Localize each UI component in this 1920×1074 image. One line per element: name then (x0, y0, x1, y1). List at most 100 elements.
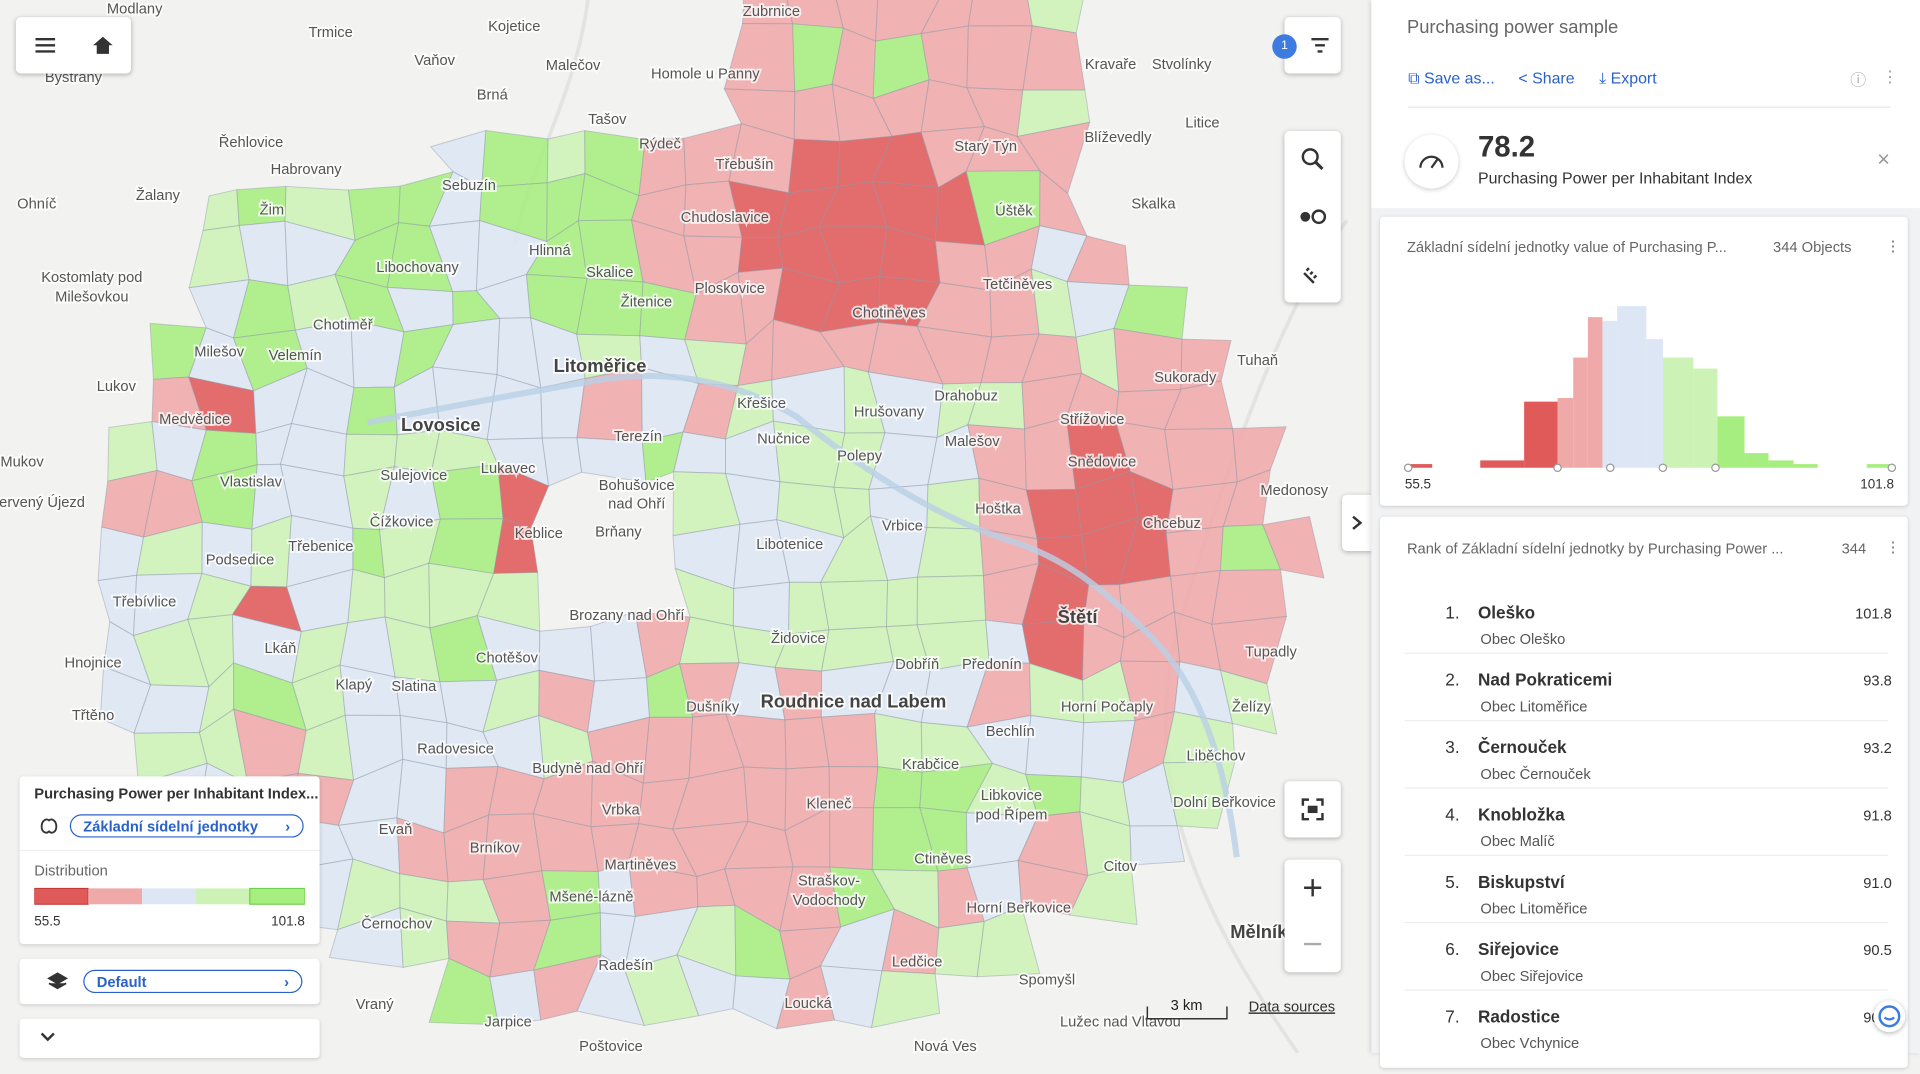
place-label: Židovice (771, 630, 826, 647)
place-label: Bechlín (986, 724, 1035, 740)
legend-swatch (195, 888, 250, 905)
chevron-icon (1352, 515, 1363, 530)
region (967, 0, 1033, 27)
place-label: Tupadly (1245, 645, 1297, 661)
rank-name: Černouček (1477, 737, 1567, 757)
unit-selector[interactable]: Základní sídelní jednotky › (69, 814, 304, 838)
share-label: Share (1532, 68, 1575, 87)
river (366, 372, 1240, 858)
place-label: Citov (1104, 859, 1138, 875)
rank-name: Biskupství (1477, 871, 1565, 892)
place-label: Lkáň (264, 641, 296, 657)
place-label: Velemín (269, 348, 322, 364)
search-button[interactable] (1299, 146, 1326, 173)
place-label: Třebušín (716, 157, 774, 173)
region (966, 25, 1033, 91)
place-label: Kostomlaty pod (41, 270, 142, 286)
place-label: Poštovice (579, 1039, 643, 1053)
place-label: Skalice (586, 265, 633, 281)
rank-subtitle: Obec Vchynice (1480, 1034, 1580, 1052)
chat-button[interactable] (1873, 1000, 1906, 1033)
place-label: Vraný (356, 997, 394, 1013)
place-label: Libochovany (376, 260, 459, 276)
place-label: Malečov (546, 58, 601, 74)
more-button[interactable]: ⋮ (1885, 538, 1901, 556)
more-button[interactable]: ⋮ (1882, 67, 1898, 86)
place-label: Lužec nad Vltavou (1060, 1014, 1181, 1030)
compare-button[interactable] (1298, 203, 1327, 230)
fit-button[interactable] (1284, 781, 1341, 838)
collapse-card[interactable] (19, 1018, 320, 1058)
panel-header (1371, 0, 1920, 209)
rank-value: 91.8 (1863, 806, 1892, 825)
place-label: Ctiněves (914, 851, 971, 867)
rank-subtitle: Obec Oleško (1480, 630, 1566, 648)
rank-subtitle: Obec Litoměřice (1480, 900, 1588, 918)
zoom-in-button[interactable] (1300, 876, 1324, 900)
map-tools (1284, 131, 1341, 303)
histogram-bar (1408, 464, 1433, 468)
chevron-down (40, 1032, 55, 1042)
rank-value: 91.0 (1863, 874, 1892, 892)
region (1068, 864, 1138, 926)
divider (1404, 922, 1889, 924)
place-label: Malešov (945, 434, 1000, 450)
divider (1404, 787, 1889, 789)
measure-button[interactable] (1299, 260, 1326, 287)
histogram-bar (1693, 368, 1718, 468)
kpi-label: Purchasing Power per Inhabitant Index (1477, 168, 1753, 188)
layer-selector[interactable]: Default › (83, 969, 303, 994)
home-button[interactable] (89, 32, 116, 59)
place-label: Zubrnice (743, 4, 800, 20)
place-label: Ledčice (892, 954, 943, 970)
place-label: pod Řípem (975, 806, 1047, 823)
place-label: Blíževedly (1084, 130, 1152, 146)
share-action[interactable]: < Share (1518, 68, 1575, 87)
region (820, 579, 889, 631)
place-label: Vodochody (793, 893, 866, 909)
menu-button[interactable] (31, 32, 58, 59)
chevron: › (284, 973, 289, 991)
place-label: Předonín (962, 657, 1022, 673)
place-label: Kleneč (807, 796, 852, 812)
place-label: Evaň (379, 822, 412, 838)
close-button[interactable]: × (1877, 146, 1891, 172)
zoom-out-button[interactable] (1300, 932, 1324, 956)
place-label: Brozany nad Ohří (569, 608, 685, 624)
place-label: Lukavec (481, 461, 536, 477)
legend-max: 101.8 (271, 914, 305, 930)
layer-icon (40, 818, 58, 834)
region (976, 905, 1041, 978)
place-label: Mšené-lázně (549, 889, 633, 905)
place-label: Modlany (107, 2, 163, 18)
save-as-action[interactable]: ⧉ Save as... (1408, 68, 1495, 87)
place-label: Třebenice (288, 539, 353, 555)
export-label: Export (1610, 68, 1657, 87)
place-label: Loucká (784, 996, 832, 1012)
info-icon[interactable]: ⓘ (1850, 71, 1867, 90)
histogram-bar (1587, 317, 1603, 468)
data-sources-link[interactable]: Data sources (1249, 999, 1336, 1015)
kpi-icon (1404, 134, 1459, 189)
more-button[interactable]: ⋮ (1885, 237, 1901, 255)
region (934, 920, 985, 978)
rank-number: 7. (1445, 1006, 1460, 1027)
export-action[interactable]: ⤓ Export (1599, 68, 1657, 87)
panel-toggle[interactable] (1342, 494, 1372, 552)
class-break-marker (1605, 463, 1615, 473)
region (1022, 25, 1086, 91)
divider (1404, 989, 1889, 991)
panel-title: Purchasing power sample (1406, 17, 1619, 38)
place-label: Stvolínky (1152, 57, 1212, 73)
place-label: Krabčice (902, 757, 959, 773)
distribution-bar (34, 887, 305, 905)
class-break-marker (1887, 463, 1897, 473)
place-label: Lukov (97, 379, 137, 395)
place-label: Černochov (361, 915, 433, 932)
town-label: Litoměřice (554, 355, 647, 376)
rank-number: 4. (1445, 804, 1460, 825)
rank-value: 90.5 (1863, 941, 1892, 959)
place-label: Želízy (1232, 699, 1272, 716)
